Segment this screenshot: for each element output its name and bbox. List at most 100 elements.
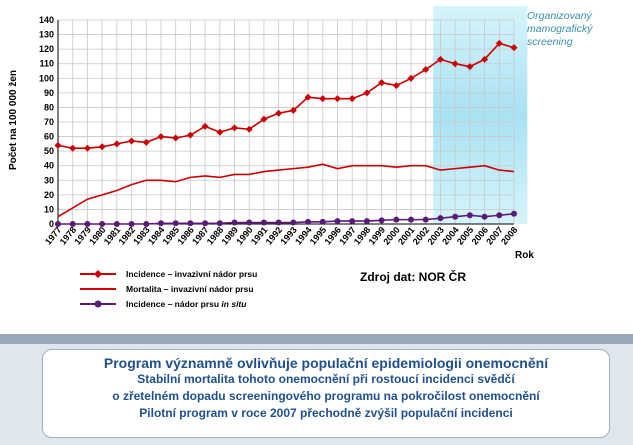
data-point-incidence [319, 95, 327, 103]
data-point-insitu [393, 216, 400, 223]
data-point-incidence [186, 131, 194, 139]
data-point-insitu [55, 221, 61, 227]
y-tick-label: 80 [44, 102, 54, 112]
data-point-incidence [172, 134, 180, 142]
data-point-incidence [407, 74, 415, 82]
data-point-insitu [128, 221, 135, 227]
summary-box: Program významně ovlivňuje populační epi… [42, 349, 610, 438]
data-point-incidence [128, 137, 136, 145]
legend-label-incidence: Incidence – invazivní nádor prsu [126, 268, 258, 279]
legend-label-mortality: Mortalita – invazivní nádor prsu [126, 283, 254, 294]
legend-swatch-insitu [80, 300, 116, 307]
screening-highlight-band [433, 6, 528, 224]
summary-panel: Program významně ovlivňuje populační epi… [0, 344, 633, 445]
data-source: Zdroj dat: NOR ČR [360, 270, 466, 284]
y-tick-label: 120 [39, 44, 54, 54]
legend-item-mortality: Mortalita – invazivní nádor prsu [78, 281, 257, 296]
summary-line-1: Stabilní mortalita tohoto onemocnění při… [137, 372, 515, 386]
data-point-insitu [452, 213, 459, 220]
section-separator [0, 334, 633, 344]
data-point-insitu [378, 217, 385, 224]
screening-annotation: Organizovaný mamografický screening [527, 10, 593, 48]
x-axis-title: Rok [515, 250, 534, 261]
summary-title: Program významně ovlivňuje populační epi… [103, 355, 549, 371]
y-tick-label: 100 [39, 73, 54, 83]
legend-swatch-incidence [80, 269, 116, 278]
data-point-incidence [451, 60, 459, 68]
data-point-incidence [363, 89, 371, 97]
data-point-incidence [495, 39, 503, 47]
data-point-insitu [231, 219, 238, 226]
y-tick-label: 20 [44, 190, 54, 200]
data-point-insitu [69, 221, 76, 227]
data-point-incidence [157, 133, 165, 141]
data-point-insitu [511, 210, 517, 217]
data-point-insitu [466, 212, 473, 219]
data-point-insitu [187, 220, 194, 227]
data-point-incidence [69, 144, 77, 152]
data-point-insitu [319, 218, 326, 225]
y-tick-label: 70 [44, 117, 54, 127]
y-tick-label: 130 [39, 30, 54, 40]
data-point-incidence [260, 115, 268, 123]
data-point-incidence [113, 140, 121, 148]
legend-swatch-mortality [80, 287, 116, 290]
data-point-incidence [142, 138, 150, 146]
data-point-insitu [202, 220, 209, 227]
data-point-incidence [436, 55, 444, 63]
data-point-insitu [349, 218, 356, 225]
data-point-insitu [143, 221, 150, 227]
data-point-incidence [245, 125, 253, 133]
y-tick-label: 90 [44, 88, 54, 98]
series-line-1 [57, 163, 515, 218]
y-tick-label: 0 [49, 219, 54, 229]
y-tick-label: 110 [39, 59, 54, 69]
y-axis-title: Počet na 100 000 žen [8, 70, 19, 170]
y-tick-label: 60 [44, 132, 54, 142]
data-point-incidence [481, 55, 489, 63]
chart-canvas: Počet na 100 000 žen 0 10 20 30 40 50 60 70 80 90… [8, 6, 528, 247]
y-tick-label: 40 [44, 161, 54, 171]
data-point-incidence [289, 106, 297, 114]
data-point-insitu [305, 218, 312, 225]
data-point-insitu [246, 219, 253, 226]
data-point-incidence [422, 66, 430, 74]
data-point-incidence [333, 95, 341, 103]
data-point-incidence [348, 95, 356, 103]
data-point-incidence [466, 63, 474, 71]
y-tick-label: 50 [44, 146, 54, 156]
data-point-incidence [275, 109, 283, 117]
data-point-incidence [392, 82, 400, 90]
data-point-incidence [216, 128, 224, 136]
data-point-incidence [304, 93, 312, 101]
data-point-insitu [437, 215, 444, 222]
legend-item-insitu: Incidence – nádor prsu in situ [78, 296, 257, 311]
data-point-incidence [378, 79, 386, 87]
summary-line-2: o zřetelném dopadu screeningového progra… [112, 389, 540, 403]
legend: Incidence – invazivní nádor prsu Mortali… [78, 266, 257, 311]
x-tick-label: 2008 [499, 225, 520, 247]
data-point-insitu [84, 221, 91, 227]
legend-item-incidence: Incidence – invazivní nádor prsu [78, 266, 257, 281]
data-point-insitu [113, 221, 120, 227]
data-point-insitu [408, 216, 415, 223]
data-point-incidence [98, 143, 106, 151]
data-point-insitu [290, 219, 297, 226]
legend-label-insitu: Incidence – nádor prsu in situ [126, 298, 247, 309]
data-point-incidence [83, 144, 91, 152]
y-tick-label: 140 [39, 15, 54, 25]
data-point-insitu [334, 218, 341, 225]
data-point-insitu [172, 220, 179, 227]
data-point-insitu [99, 221, 106, 227]
data-point-insitu [260, 219, 267, 226]
data-point-insitu [157, 220, 164, 227]
data-point-insitu [275, 219, 282, 226]
data-point-incidence [54, 141, 62, 149]
data-point-insitu [422, 216, 429, 223]
y-tick-label: 10 [44, 204, 54, 214]
data-point-incidence [201, 122, 209, 130]
data-point-insitu [496, 212, 503, 219]
summary-line-3: Pilotní program v roce 2007 přechodně zv… [139, 406, 513, 420]
data-point-insitu [363, 218, 370, 225]
data-point-insitu [481, 213, 488, 220]
